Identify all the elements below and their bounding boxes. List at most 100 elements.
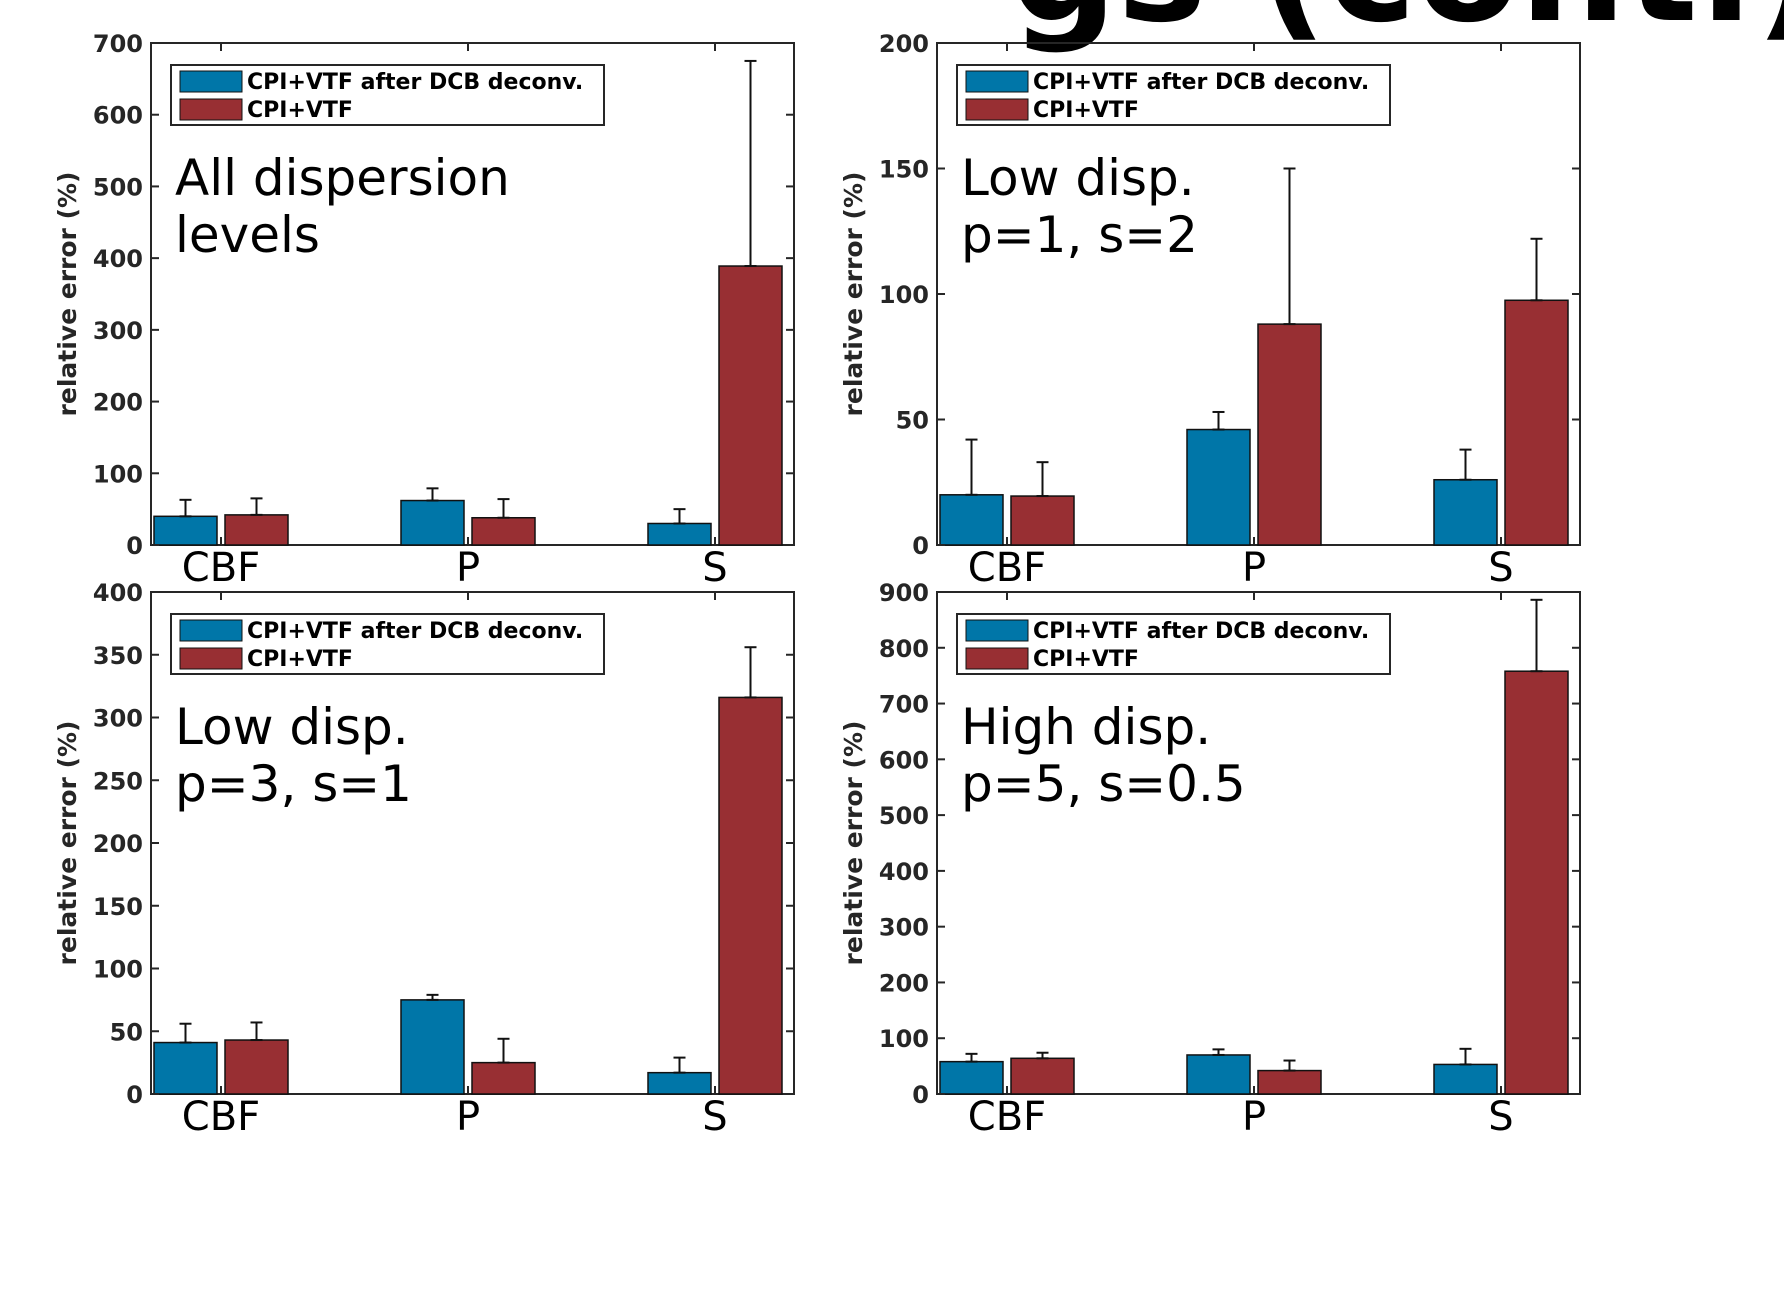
bar-cbf-series-2 — [224, 514, 289, 546]
x-tick-label-cbf: CBF — [968, 545, 1046, 591]
y-tick-label: 300 — [93, 317, 143, 345]
y-tick-label: 600 — [879, 746, 929, 774]
legend-swatch-series-2 — [179, 98, 243, 121]
panel-annotation-line-1: High disp. — [961, 698, 1211, 756]
y-tick-label: 150 — [93, 893, 143, 921]
legend-label-series-1: CPI+VTF after DCB deconv. — [1033, 619, 1369, 644]
y-tick-label: 200 — [879, 30, 929, 58]
y-tick-label: 300 — [93, 705, 143, 733]
bar-p-series-2 — [471, 1061, 536, 1095]
y-axis-label: relative error (%) — [839, 172, 868, 417]
bar-cbf-series-2 — [1010, 495, 1075, 546]
x-tick-label-s: S — [702, 1094, 727, 1140]
y-tick-label: 250 — [93, 767, 143, 795]
x-tick-label-p: P — [1242, 1094, 1266, 1140]
legend-label-series-2: CPI+VTF — [1033, 647, 1139, 672]
x-tick-label-s: S — [702, 545, 727, 591]
legend-label-series-2: CPI+VTF — [247, 647, 353, 672]
chart-panel-top-left: CBF P S 0 100 200 300 400 500 600 700 relative erro… — [53, 30, 795, 591]
bar-s-series-2 — [1504, 299, 1569, 546]
y-tick-label: 500 — [879, 802, 929, 830]
legend-swatch-series-1 — [179, 70, 243, 93]
y-tick-label: 700 — [879, 691, 929, 719]
y-tick-label: 100 — [93, 956, 143, 984]
legend-label-series-1: CPI+VTF after DCB deconv. — [247, 619, 583, 644]
y-tick-label: 900 — [879, 579, 929, 607]
panel-annotation-line-1: Low disp. — [175, 698, 409, 756]
chart-panel-bottom-left: CBF P S 0 50 100 150 200 250 300 350 400 relative er… — [53, 579, 795, 1140]
bar-s-series-1 — [1433, 478, 1498, 546]
y-tick-label: 400 — [93, 245, 143, 273]
x-tick-label-p: P — [456, 1094, 480, 1140]
legend-box — [170, 64, 605, 126]
y-tick-label: 100 — [879, 1025, 929, 1053]
y-tick-label: 600 — [93, 102, 143, 130]
x-tick-label-s: S — [1488, 1094, 1513, 1140]
x-tick-label-p: P — [1242, 545, 1266, 591]
x-tick-label-cbf: CBF — [182, 1094, 260, 1140]
bar-s-series-1 — [647, 1071, 712, 1095]
bar-p-series-1 — [400, 499, 465, 546]
y-tick-label: 0 — [126, 1081, 143, 1109]
x-tick-label-cbf: CBF — [968, 1094, 1046, 1140]
y-tick-label: 50 — [110, 1018, 143, 1046]
bar-cbf-series-2 — [1010, 1057, 1075, 1095]
bar-p-series-1 — [400, 999, 465, 1095]
y-axis-label: relative error (%) — [53, 721, 82, 966]
y-tick-label: 200 — [93, 389, 143, 417]
legend-box — [170, 613, 605, 675]
y-tick-label: 100 — [93, 460, 143, 488]
y-tick-label: 400 — [93, 579, 143, 607]
y-axis-label: relative error (%) — [839, 721, 868, 966]
panel-annotation-line-2: levels — [175, 206, 320, 264]
bar-s-series-2 — [718, 696, 783, 1095]
bar-cbf-series-2 — [224, 1039, 289, 1095]
bar-s-series-2 — [718, 265, 783, 546]
chart-panel-bottom-right: CBF P S 0 100 200 300 400 500 600 700 800 900 relativ… — [839, 579, 1581, 1140]
panel-annotation-line-2: p=5, s=0.5 — [961, 755, 1246, 813]
y-tick-label: 350 — [93, 642, 143, 670]
y-tick-label: 0 — [912, 532, 929, 560]
y-tick-label: 500 — [93, 173, 143, 201]
legend-box — [956, 613, 1391, 675]
y-tick-label: 0 — [126, 532, 143, 560]
x-tick-label-cbf: CBF — [182, 545, 260, 591]
x-tick-label-s: S — [1488, 545, 1513, 591]
legend-swatch-series-2 — [179, 647, 243, 670]
banner-fragment: gs (cont.) — [1010, 0, 1784, 56]
x-tick-label-p: P — [456, 545, 480, 591]
legend-swatch-series-2 — [965, 98, 1029, 121]
y-axis-label: relative error (%) — [53, 172, 82, 417]
bar-p-series-1 — [1186, 428, 1251, 546]
legend-swatch-series-1 — [965, 70, 1029, 93]
chart-panel-top-right: CBF P S 0 50 100 150 200 relative error (%) CPI+V… — [839, 30, 1581, 591]
bar-cbf-series-1 — [939, 494, 1004, 546]
y-tick-label: 700 — [93, 30, 143, 58]
y-tick-label: 100 — [879, 281, 929, 309]
bar-s-series-1 — [1433, 1063, 1498, 1095]
y-tick-label: 50 — [896, 407, 929, 435]
y-tick-label: 200 — [93, 830, 143, 858]
legend-swatch-series-1 — [179, 619, 243, 642]
legend-label-series-2: CPI+VTF — [247, 98, 353, 123]
y-tick-label: 200 — [879, 969, 929, 997]
bar-p-series-2 — [471, 516, 536, 546]
bar-cbf-series-1 — [939, 1060, 1004, 1095]
legend-label-series-1: CPI+VTF after DCB deconv. — [247, 70, 583, 95]
legend-swatch-series-1 — [965, 619, 1029, 642]
y-tick-label: 400 — [879, 858, 929, 886]
bar-cbf-series-1 — [153, 515, 218, 546]
panel-annotation-line-2: p=3, s=1 — [175, 755, 412, 813]
bar-s-series-1 — [647, 522, 712, 546]
y-tick-label: 0 — [912, 1081, 929, 1109]
bar-p-series-2 — [1257, 1069, 1322, 1095]
bar-p-series-1 — [1186, 1054, 1251, 1095]
legend-swatch-series-2 — [965, 647, 1029, 670]
bar-p-series-2 — [1257, 323, 1322, 546]
panel-annotation-line-2: p=1, s=2 — [961, 206, 1198, 264]
legend-label-series-2: CPI+VTF — [1033, 98, 1139, 123]
panel-annotation-line-1: All dispersion — [175, 149, 510, 207]
y-tick-label: 800 — [879, 635, 929, 663]
